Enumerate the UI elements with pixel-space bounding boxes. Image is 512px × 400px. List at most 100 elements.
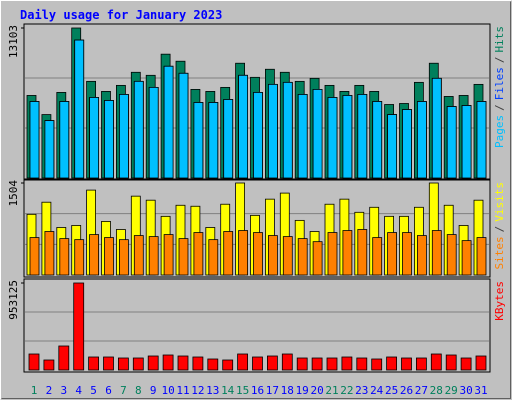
legend-entry: Visits [493, 182, 506, 222]
bar [28, 353, 40, 371]
bar [59, 238, 70, 276]
bar [372, 237, 383, 276]
x-tick-label: 4 [75, 384, 82, 397]
x-tick-label: 9 [150, 384, 157, 397]
bar [222, 359, 234, 371]
x-tick-label: 18 [281, 384, 294, 397]
bar [193, 232, 204, 276]
legend-entry: Pages [493, 115, 506, 148]
bar [431, 230, 442, 276]
x-tick-label: 10 [161, 384, 174, 397]
bar [401, 357, 412, 371]
bar [341, 356, 353, 371]
bar [178, 72, 189, 179]
bar [178, 238, 189, 276]
bar [327, 97, 338, 179]
legend: KBytes [493, 281, 506, 321]
bar [297, 238, 308, 276]
x-tick-label: 12 [191, 384, 204, 397]
bar [430, 353, 442, 371]
x-tick-label: 6 [105, 384, 112, 397]
bar [282, 81, 293, 179]
bar [104, 100, 114, 179]
plot-frame [23, 278, 491, 373]
x-tick-label: 13 [206, 384, 219, 397]
bar [29, 101, 40, 179]
bar [147, 355, 159, 371]
bar [475, 355, 487, 371]
x-tick-label: 8 [135, 384, 142, 397]
bar [446, 106, 457, 179]
y-tick-label: 953125 [7, 280, 20, 320]
legend: Pages / Files / Hits [493, 26, 506, 148]
bar [267, 83, 278, 179]
x-tick-label: 15 [236, 384, 249, 397]
bar [311, 357, 323, 371]
legend-entry: Hits [493, 26, 506, 53]
bar [208, 102, 219, 179]
legend-entry: KBytes [493, 281, 506, 321]
bar [281, 353, 293, 371]
bar [119, 94, 129, 179]
bar [357, 94, 368, 179]
bar [238, 230, 249, 276]
bar [326, 357, 338, 371]
legend-entry: Files [493, 67, 506, 100]
x-tick-label: 5 [90, 384, 97, 397]
bar [89, 234, 99, 276]
x-tick-label: 30 [459, 384, 472, 397]
bar [59, 101, 70, 179]
bar [266, 355, 278, 371]
bar [73, 282, 85, 371]
bar [58, 345, 70, 371]
y-tick-label: 13103 [7, 25, 20, 58]
bar [43, 359, 55, 371]
legend-entry: Sites [493, 236, 506, 269]
bar [372, 101, 383, 179]
x-tick-label: 25 [385, 384, 398, 397]
bar [357, 229, 368, 276]
bar [208, 239, 219, 276]
legend-separator: / [493, 57, 506, 64]
bar [476, 237, 487, 276]
bar [416, 101, 427, 179]
x-tick-label: 22 [340, 384, 353, 397]
bar [238, 74, 249, 179]
bar [445, 354, 457, 371]
bar [402, 232, 412, 276]
bar [163, 234, 174, 276]
x-tick-label: 14 [221, 384, 235, 397]
bar [296, 357, 308, 371]
bar [253, 232, 263, 276]
x-tick-label: 1 [31, 384, 38, 397]
bar [148, 236, 159, 276]
bar [163, 65, 174, 179]
bar [460, 357, 472, 371]
bar [446, 234, 457, 276]
bar [402, 109, 412, 179]
bar [476, 101, 487, 179]
x-tick-label: 2 [46, 384, 53, 397]
bar [342, 230, 353, 276]
bar [133, 235, 144, 276]
x-tick-label: 11 [176, 384, 189, 397]
bar [162, 354, 174, 371]
bar [327, 232, 338, 276]
bar [416, 235, 427, 276]
bar [104, 237, 114, 276]
bar [356, 357, 368, 371]
y-tick-label: 1504 [7, 180, 20, 207]
bar [371, 358, 383, 371]
x-tick-label: 26 [400, 384, 413, 397]
bar [148, 86, 159, 179]
bar [88, 356, 99, 371]
bar [223, 99, 234, 179]
bar [387, 114, 398, 179]
bar [415, 357, 427, 371]
bar [193, 102, 204, 179]
x-tick-label: 29 [445, 384, 458, 397]
bar [177, 355, 189, 371]
bar [461, 105, 472, 179]
